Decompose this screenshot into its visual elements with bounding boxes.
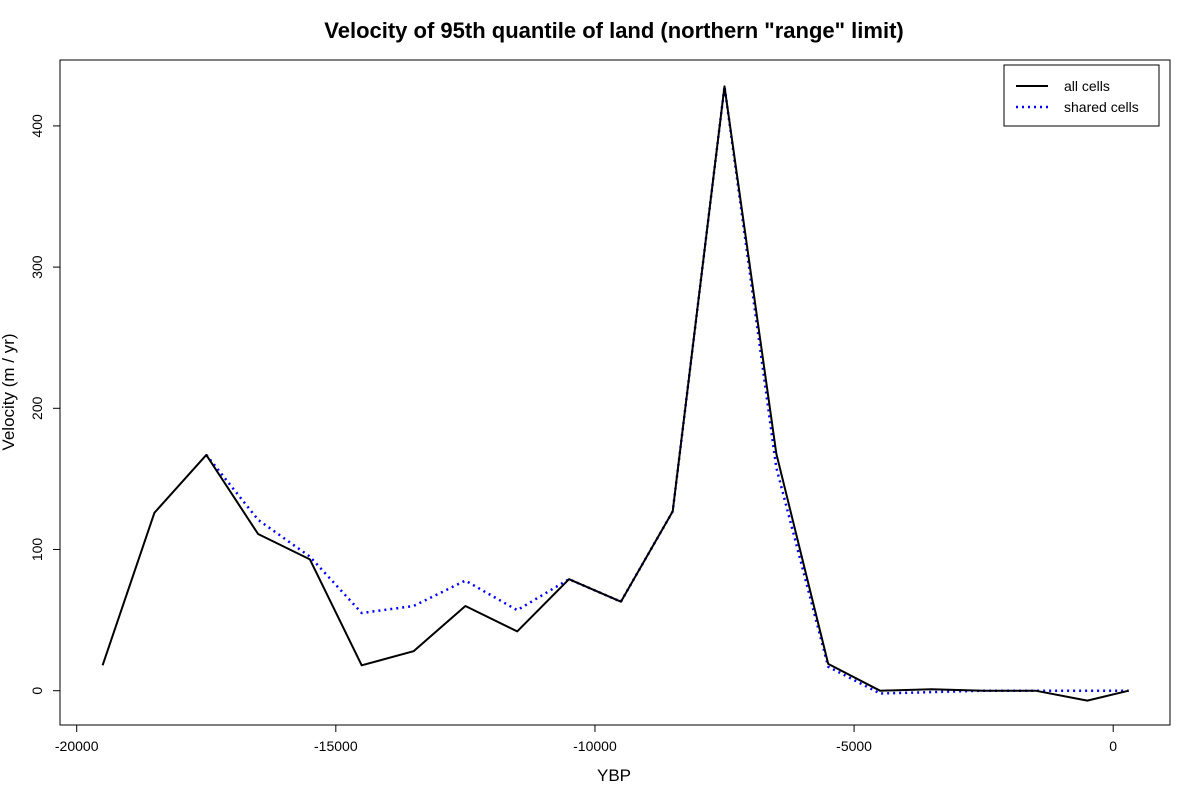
x-axis-label: YBP (597, 766, 631, 785)
x-tick-label: -15000 (314, 738, 358, 754)
legend: all cells shared cells (1003, 64, 1160, 127)
x-tick-label: 0 (1109, 738, 1117, 754)
y-tick-label: 0 (29, 687, 45, 695)
legend-box (1003, 64, 1160, 127)
x-tick-label: -5000 (836, 738, 872, 754)
series-line-all-cells (101, 85, 1129, 702)
y-tick-label: 300 (29, 255, 45, 279)
y-axis-label: Velocity (m / yr) (0, 333, 18, 450)
x-tick-label: -10000 (573, 738, 617, 754)
plot-frame (59, 59, 1171, 726)
series-layer (101, 85, 1129, 702)
y-tick-label: 400 (29, 114, 45, 138)
x-axis: -20000 -15000 -10000 -5000 0 (55, 724, 1117, 754)
y-tick-label: 200 (29, 396, 45, 420)
y-axis: 0 100 200 300 400 (29, 114, 61, 695)
series-line-shared-cells (205, 85, 1129, 695)
legend-label-all-cells: all cells (1064, 78, 1110, 94)
chart-title: Velocity of 95th quantile of land (north… (324, 18, 903, 43)
y-tick-label: 100 (29, 538, 45, 562)
x-tick-label: -20000 (55, 738, 99, 754)
legend-label-shared-cells: shared cells (1064, 99, 1139, 115)
